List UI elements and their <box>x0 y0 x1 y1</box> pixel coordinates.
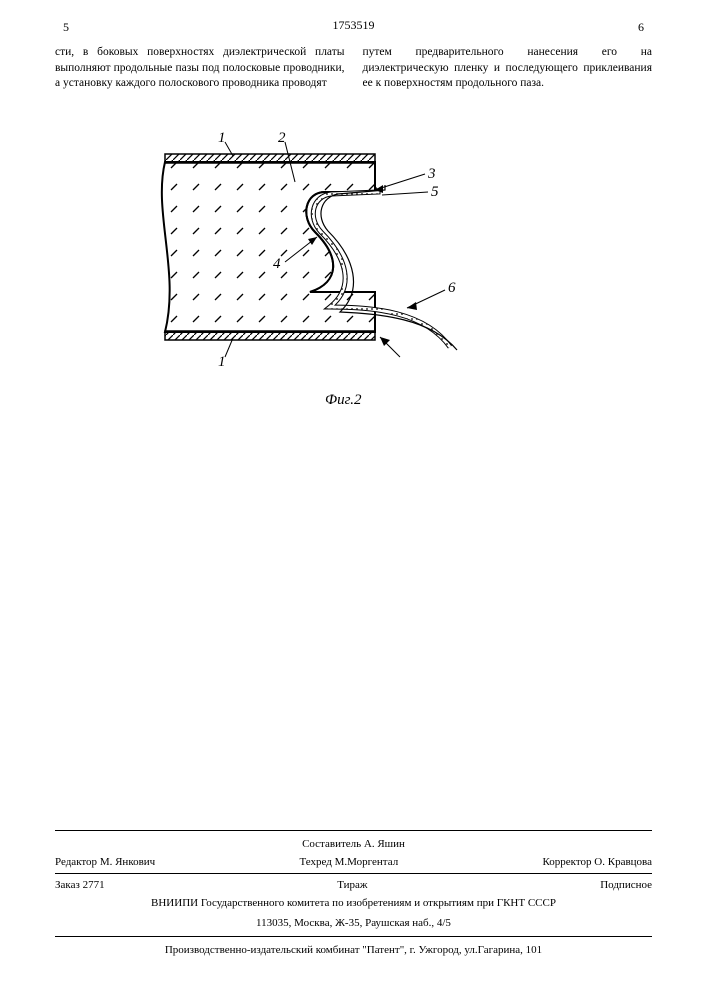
techred-name: М.Моргентал <box>335 856 399 868</box>
order-value: 2771 <box>83 879 105 891</box>
editor-cell: Редактор М. Янкович <box>55 856 155 868</box>
credits-row: Редактор М. Янкович Техред М.Моргентал К… <box>55 854 652 870</box>
corrector-cell: Корректор О. Кравцова <box>543 856 652 868</box>
figure-diagram: 1 2 3 5 4 6 1 <box>145 132 505 372</box>
figure-label: Фиг.2 <box>325 392 361 409</box>
compiler-label: Составитель <box>302 838 361 850</box>
compiler-line: Составитель А. Яшин <box>55 834 652 854</box>
tirazh-label: Тираж <box>337 879 367 891</box>
figure-area: 1 2 3 5 4 6 1 Фиг.2 <box>55 112 652 582</box>
divider <box>55 830 652 831</box>
svg-text:1: 1 <box>218 354 226 370</box>
svg-text:4: 4 <box>273 256 281 272</box>
techred-cell: Техред М.Моргентал <box>300 856 399 868</box>
corrector-name: О. Кравцова <box>594 856 652 868</box>
address-line: 113035, Москва, Ж-35, Раушская наб., 4/5 <box>55 913 652 933</box>
svg-text:2: 2 <box>278 132 286 146</box>
techred-label: Техред <box>300 856 332 868</box>
divider <box>55 936 652 937</box>
corrector-label: Корректор <box>543 856 592 868</box>
compiler-name: А. Яшин <box>364 838 405 850</box>
order-cell: Заказ 2771 <box>55 879 105 891</box>
divider <box>55 873 652 874</box>
page: 5 6 1753519 сти, в боковых поверхностях … <box>0 0 707 1000</box>
podpisnoe-label: Подписное <box>600 879 652 891</box>
org-line: ВНИИПИ Государственного комитета по изоб… <box>55 893 652 913</box>
editor-label: Редактор <box>55 856 97 868</box>
svg-text:1: 1 <box>218 132 226 146</box>
order-row: Заказ 2771 Тираж Подписное <box>55 877 652 893</box>
body-columns: сти, в боковых поверхностях диэлектричес… <box>55 45 652 92</box>
patent-number: 1753519 <box>0 18 707 33</box>
order-label: Заказ <box>55 879 80 891</box>
svg-text:3: 3 <box>427 166 436 182</box>
editor-name: М. Янкович <box>100 856 155 868</box>
right-column-text: путем предварительного нанесения его на … <box>363 45 653 92</box>
svg-text:6: 6 <box>448 280 456 296</box>
left-column-text: сти, в боковых поверхностях диэлектричес… <box>55 45 345 92</box>
producer-line: Производственно-издательский комбинат "П… <box>55 940 652 960</box>
footer-block: Составитель А. Яшин Редактор М. Янкович … <box>55 827 652 960</box>
svg-text:5: 5 <box>431 184 439 200</box>
